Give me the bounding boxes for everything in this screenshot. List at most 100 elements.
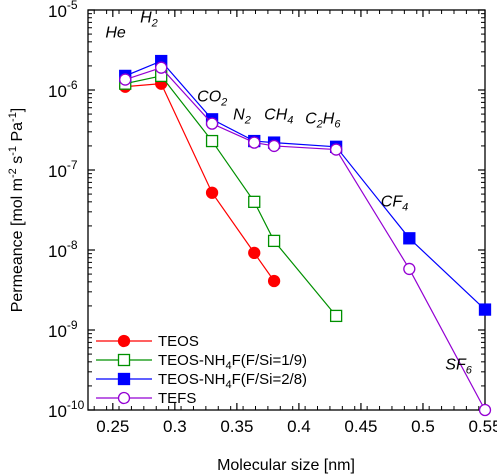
gas-label-subscript: 2 xyxy=(316,119,323,131)
gas-label-subscript: 6 xyxy=(334,119,341,131)
y-tick-label: 10-5 xyxy=(48,0,78,21)
series-line xyxy=(124,60,486,311)
legend-label-text: F(F/Si=2/8) xyxy=(232,371,307,388)
series-line xyxy=(125,67,486,411)
data-point xyxy=(267,234,281,248)
data-point xyxy=(155,61,168,74)
x-tick-label: 0.35 xyxy=(220,417,253,436)
y-label-superscript: -1 xyxy=(7,146,19,156)
legend-marker xyxy=(117,334,131,348)
x-tick-label: 0.45 xyxy=(344,417,377,436)
legend-item: TEOS-NH4F(F/Si=1/9) xyxy=(96,352,307,372)
y-tick-label: 10-9 xyxy=(48,318,78,341)
gas-label-subscript: 2 xyxy=(151,17,158,29)
legend-label-text: TEOS-NH xyxy=(158,352,226,369)
y-tick-base: 10 xyxy=(48,322,67,341)
gas-label-text: H xyxy=(140,9,152,26)
y-tick-exponent: -7 xyxy=(67,158,78,172)
legend-label-text: F(F/Si=1/9) xyxy=(232,352,307,369)
gas-label-subscript: 2 xyxy=(220,96,227,108)
x-tick-label: 0.4 xyxy=(287,417,311,436)
gas-label-text: H xyxy=(323,111,335,128)
gas-label-text: CO xyxy=(197,88,221,105)
data-point xyxy=(267,274,281,288)
series-group xyxy=(119,54,492,417)
x-tick-label: 0.55 xyxy=(468,417,497,436)
gas-label-subscript: 2 xyxy=(244,114,251,126)
y-tick-label: 10-10 xyxy=(48,398,85,421)
gas-label-text: CF xyxy=(381,193,404,210)
axis-ticks xyxy=(88,9,486,411)
data-point xyxy=(248,195,261,208)
gas-label: H2 xyxy=(140,9,158,29)
legend-label-subscript: 4 xyxy=(226,360,232,372)
y-tick-exponent: -8 xyxy=(67,238,78,252)
legend-label: TEOS-NH4F(F/Si=1/9) xyxy=(158,352,307,372)
data-point xyxy=(248,246,261,260)
legend-item: TEOS-NH4F(F/Si=2/8) xyxy=(96,371,307,391)
data-point xyxy=(478,303,492,316)
y-axis-label: Permeance [mol m-2 s-1 Pa-1] xyxy=(7,108,26,313)
x-tick-label: 0.3 xyxy=(163,417,187,436)
legend-marker xyxy=(117,391,131,405)
y-tick-label: 10-7 xyxy=(48,158,78,181)
gas-label: CH4 xyxy=(264,106,293,126)
gas-label: CF4 xyxy=(381,193,408,213)
gas-label: N2 xyxy=(233,106,251,126)
y-tick-label: 10-6 xyxy=(48,78,78,101)
gas-label-text: C xyxy=(305,111,317,128)
gas-label: SF6 xyxy=(445,357,472,377)
y-tick-exponent: -5 xyxy=(67,0,78,12)
y-label-superscript: -2 xyxy=(7,168,19,178)
y-tick-label: 10-8 xyxy=(48,238,78,261)
gas-label-subscript: 6 xyxy=(466,365,473,377)
y-label-text: Permeance [mol m xyxy=(9,178,26,312)
data-point xyxy=(329,309,343,323)
y-tick-base: 10 xyxy=(48,242,67,261)
legend-label: TEOS xyxy=(158,333,199,350)
data-point xyxy=(119,73,132,86)
gas-label-subscript: 4 xyxy=(402,201,408,213)
legend: TEOSTEOS-NH4F(F/Si=1/9)TEOS-NH4F(F/Si=2/… xyxy=(96,333,307,407)
data-point xyxy=(478,403,492,417)
data-point xyxy=(329,143,343,156)
y-tick-base: 10 xyxy=(48,402,67,421)
plot-frame xyxy=(87,9,486,411)
y-tick-exponent: -10 xyxy=(67,398,85,412)
legend-marker xyxy=(117,372,131,386)
x-axis-label: Molecular size [nm] xyxy=(217,457,355,474)
legend-marker xyxy=(117,353,131,367)
y-tick-base: 10 xyxy=(48,162,67,181)
gas-label: C2H6 xyxy=(305,111,341,131)
gas-label-text: CH xyxy=(264,106,288,123)
y-label-text: Pa xyxy=(9,122,26,146)
gas-label: He xyxy=(105,25,126,42)
data-point xyxy=(403,262,416,276)
y-label-text: ] xyxy=(9,108,26,112)
legend-label-text: TEOS-NH xyxy=(158,371,226,388)
gas-label-text: SF xyxy=(445,357,467,374)
x-tick-labels: 0.25 0.3 0.35 0.4 0.45 0.5 0.55 xyxy=(96,417,497,436)
y-tick-base: 10 xyxy=(48,82,67,101)
series-0 xyxy=(119,77,281,288)
x-tick-label: 0.25 xyxy=(96,417,129,436)
data-point xyxy=(267,139,281,153)
legend-label-subscript: 4 xyxy=(226,379,232,391)
gas-label: CO2 xyxy=(197,88,227,108)
legend-item: TEFS xyxy=(96,390,196,407)
legend-item: TEOS xyxy=(96,333,199,350)
data-point xyxy=(205,117,219,130)
gas-label-subscript: 4 xyxy=(287,114,293,126)
y-tick-exponent: -9 xyxy=(67,318,78,332)
gas-label-text: N xyxy=(233,106,245,123)
legend-label: TEOS-NH4F(F/Si=2/8) xyxy=(158,371,307,391)
series-3 xyxy=(119,61,492,417)
gas-label-text: He xyxy=(105,25,126,42)
y-label-text: s xyxy=(9,156,26,168)
series-1 xyxy=(119,69,343,323)
y-tick-exponent: -6 xyxy=(67,78,78,92)
y-tick-base: 10 xyxy=(48,2,67,21)
